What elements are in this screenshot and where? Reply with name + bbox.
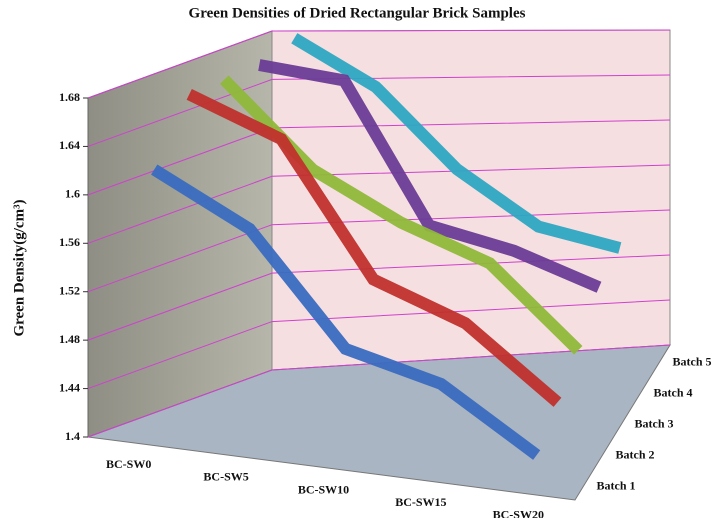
grid-line	[87, 74, 671, 147]
y-tick-label: 1.6	[65, 187, 80, 201]
x-tick-label: BC-SW15	[395, 495, 446, 509]
y-tick-label: 1.56	[59, 235, 80, 249]
chart-title: Green Densities of Dried Rectangular Bri…	[189, 5, 526, 21]
y-tick-label: 1.44	[59, 380, 80, 394]
x-tick-label: BC-SW20	[493, 507, 544, 518]
grid-line	[87, 344, 671, 438]
legend-label: Batch 2	[616, 447, 655, 461]
legend-label: Batch 3	[635, 416, 674, 430]
legend-label: Batch 1	[597, 478, 636, 492]
y-tick-label: 1.48	[59, 332, 80, 346]
grid-line	[87, 209, 671, 293]
grid-line	[87, 164, 671, 244]
x-tick-label: BC-SW5	[203, 470, 248, 484]
y-tick-label: 1.64	[59, 138, 80, 152]
grid-line	[87, 29, 671, 99]
x-tick-label: BC-SW0	[106, 457, 151, 471]
series-line	[186, 88, 562, 407]
series-line	[258, 59, 602, 293]
legend-label: Batch 5	[673, 354, 712, 368]
series-line	[151, 164, 541, 460]
x-tick-label: BC-SW10	[298, 482, 349, 496]
y-tick-label: 1.4	[65, 429, 80, 443]
y-tick-label: 1.68	[59, 90, 80, 104]
legend-label: Batch 4	[654, 385, 693, 399]
y-tick-label: 1.52	[59, 283, 80, 297]
y-axis-title: Green Density(g/cm³)	[11, 199, 27, 336]
series-line	[291, 33, 622, 254]
